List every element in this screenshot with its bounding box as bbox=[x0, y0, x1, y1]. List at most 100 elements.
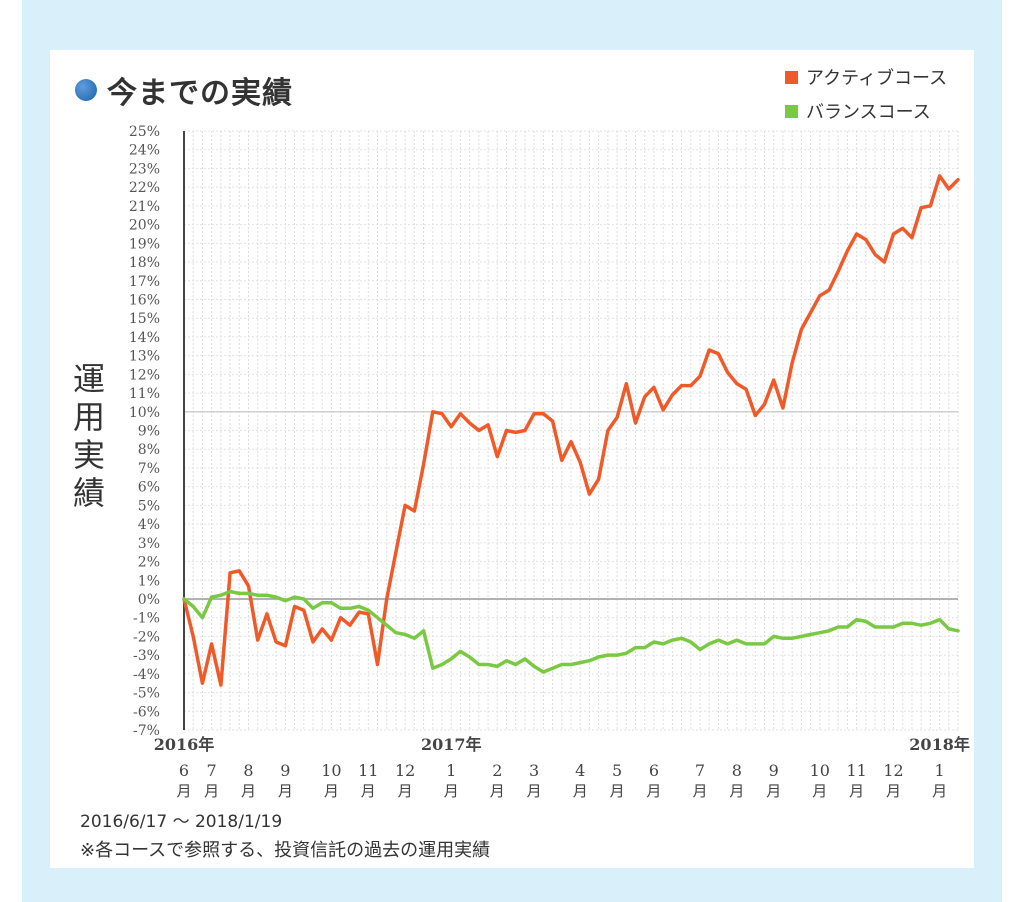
month-number-label: 12 bbox=[395, 761, 415, 780]
y-tick-label: 19% bbox=[129, 236, 160, 252]
y-tick-label: 21% bbox=[129, 199, 160, 215]
y-tick-label: 25% bbox=[129, 124, 160, 140]
y-axis-label-char: 運 bbox=[72, 360, 105, 398]
month-unit-label: 月 bbox=[527, 782, 542, 800]
y-tick-label: -3% bbox=[133, 648, 160, 664]
legend: アクティブコース バランスコース bbox=[785, 60, 947, 128]
y-tick-label: -1% bbox=[133, 611, 160, 627]
axes bbox=[183, 131, 958, 730]
month-number-label: 3 bbox=[529, 761, 539, 780]
month-unit-label: 月 bbox=[204, 782, 219, 800]
y-axis-label: 運 用 実 績 bbox=[72, 360, 106, 512]
y-tick-label: 11% bbox=[129, 386, 160, 402]
series-line-active bbox=[182, 174, 960, 687]
month-number-label: 9 bbox=[769, 761, 779, 780]
date-range: 2016/6/17 ～ 2018/1/19 bbox=[80, 812, 283, 832]
year-label: 2017年 bbox=[421, 735, 482, 754]
legend-label-active: アクティブコース bbox=[806, 68, 948, 89]
month-number-label: 8 bbox=[732, 761, 742, 780]
y-tick-label: 23% bbox=[129, 161, 160, 177]
y-tick-label: 22% bbox=[129, 180, 160, 196]
y-tick-label: 4% bbox=[138, 517, 160, 533]
month-unit-label: 月 bbox=[278, 782, 293, 800]
y-tick-label: 13% bbox=[129, 349, 160, 365]
month-unit-label: 月 bbox=[490, 782, 505, 800]
legend-item-balance: バランスコース bbox=[785, 94, 947, 128]
month-unit-label: 月 bbox=[176, 782, 191, 800]
month-number-label: 9 bbox=[280, 761, 290, 780]
y-tick-label: 3% bbox=[138, 536, 160, 552]
year-label: 2016年 bbox=[154, 735, 215, 754]
month-unit-label: 月 bbox=[932, 782, 947, 800]
chart-header: 今までの実績 bbox=[75, 70, 293, 111]
month-number-label: 12 bbox=[883, 761, 903, 780]
y-axis-label-char: 績 bbox=[72, 474, 105, 512]
legend-swatch-balance bbox=[785, 104, 798, 118]
y-tick-label: 2% bbox=[138, 555, 160, 571]
chart-footer: 2016/6/17 ～ 2018/1/19 ※各コースで参照する、投資信託の過去… bbox=[80, 808, 490, 866]
y-tick-label: 6% bbox=[138, 480, 160, 496]
month-unit-label: 月 bbox=[692, 782, 707, 800]
series-line-balance bbox=[182, 589, 960, 674]
month-unit-label: 月 bbox=[886, 782, 901, 800]
y-tick-label: 15% bbox=[129, 311, 160, 327]
footnote: ※各コースで参照する、投資信託の過去の運用実績 bbox=[80, 840, 491, 861]
y-tick-label: 1% bbox=[138, 573, 160, 589]
horizontal-gridlines bbox=[184, 130, 958, 731]
month-unit-label: 月 bbox=[241, 782, 256, 800]
y-tick-label: 24% bbox=[129, 143, 160, 159]
month-unit-label: 月 bbox=[444, 782, 459, 800]
month-number-label: 6 bbox=[179, 761, 189, 780]
month-number-label: 2 bbox=[492, 761, 502, 780]
month-unit-label: 月 bbox=[398, 782, 413, 800]
month-number-label: 10 bbox=[321, 761, 341, 780]
y-tick-label: 17% bbox=[129, 274, 160, 290]
month-number-label: 7 bbox=[695, 761, 705, 780]
y-tick-label: -7% bbox=[133, 723, 160, 739]
y-tick-label: 5% bbox=[138, 498, 160, 514]
y-tick-label: 8% bbox=[138, 442, 160, 458]
y-tick-label: 12% bbox=[129, 367, 160, 383]
y-tick-label: -4% bbox=[133, 667, 160, 683]
month-unit-label: 月 bbox=[610, 782, 625, 800]
month-unit-label: 月 bbox=[729, 782, 744, 800]
month-unit-label: 月 bbox=[766, 782, 781, 800]
month-number-label: 10 bbox=[810, 761, 830, 780]
month-number-label: 11 bbox=[846, 761, 866, 780]
year-label: 2018年 bbox=[909, 735, 970, 754]
month-number-label: 6 bbox=[649, 761, 659, 780]
month-number-label: 7 bbox=[207, 761, 217, 780]
legend-item-active: アクティブコース bbox=[785, 60, 947, 94]
y-tick-label: 9% bbox=[138, 424, 160, 440]
month-unit-label: 月 bbox=[573, 782, 588, 800]
x-tick-labels: 2016年 2017年 2018年6月7月8月9月10月11月12月1月2月3月4月… bbox=[154, 735, 970, 800]
legend-label-balance: バランスコース bbox=[806, 102, 931, 123]
month-number-label: 4 bbox=[575, 761, 585, 780]
chart-title: 今までの実績 bbox=[107, 76, 293, 111]
y-tick-label: 20% bbox=[129, 218, 160, 234]
month-number-label: 8 bbox=[243, 761, 253, 780]
legend-swatch-active bbox=[785, 70, 798, 84]
month-unit-label: 月 bbox=[361, 782, 376, 800]
month-number-label: 1 bbox=[446, 761, 456, 780]
y-tick-labels: 25% 24% 23% 22% 21% 20% 19% 18% 17% 16% 15% 14% 13% 1… bbox=[129, 124, 160, 739]
y-tick-label: 16% bbox=[129, 292, 160, 308]
y-tick-label: 14% bbox=[129, 330, 160, 346]
y-tick-label: -6% bbox=[133, 704, 160, 720]
y-axis-label-char: 用 bbox=[72, 398, 105, 436]
y-tick-label: 10% bbox=[129, 405, 160, 421]
month-unit-label: 月 bbox=[849, 782, 864, 800]
y-tick-label: 18% bbox=[129, 255, 160, 271]
y-tick-label: 0% bbox=[138, 592, 160, 608]
y-tick-label: -5% bbox=[133, 686, 160, 702]
month-unit-label: 月 bbox=[324, 782, 339, 800]
y-tick-label: 7% bbox=[138, 461, 160, 477]
month-number-label: 1 bbox=[934, 761, 944, 780]
month-unit-label: 月 bbox=[646, 782, 661, 800]
month-number-label: 5 bbox=[612, 761, 622, 780]
month-number-label: 11 bbox=[358, 761, 378, 780]
blue-dot-icon bbox=[75, 79, 97, 101]
series-lines bbox=[182, 174, 960, 687]
y-axis-label-char: 実 bbox=[72, 436, 105, 474]
